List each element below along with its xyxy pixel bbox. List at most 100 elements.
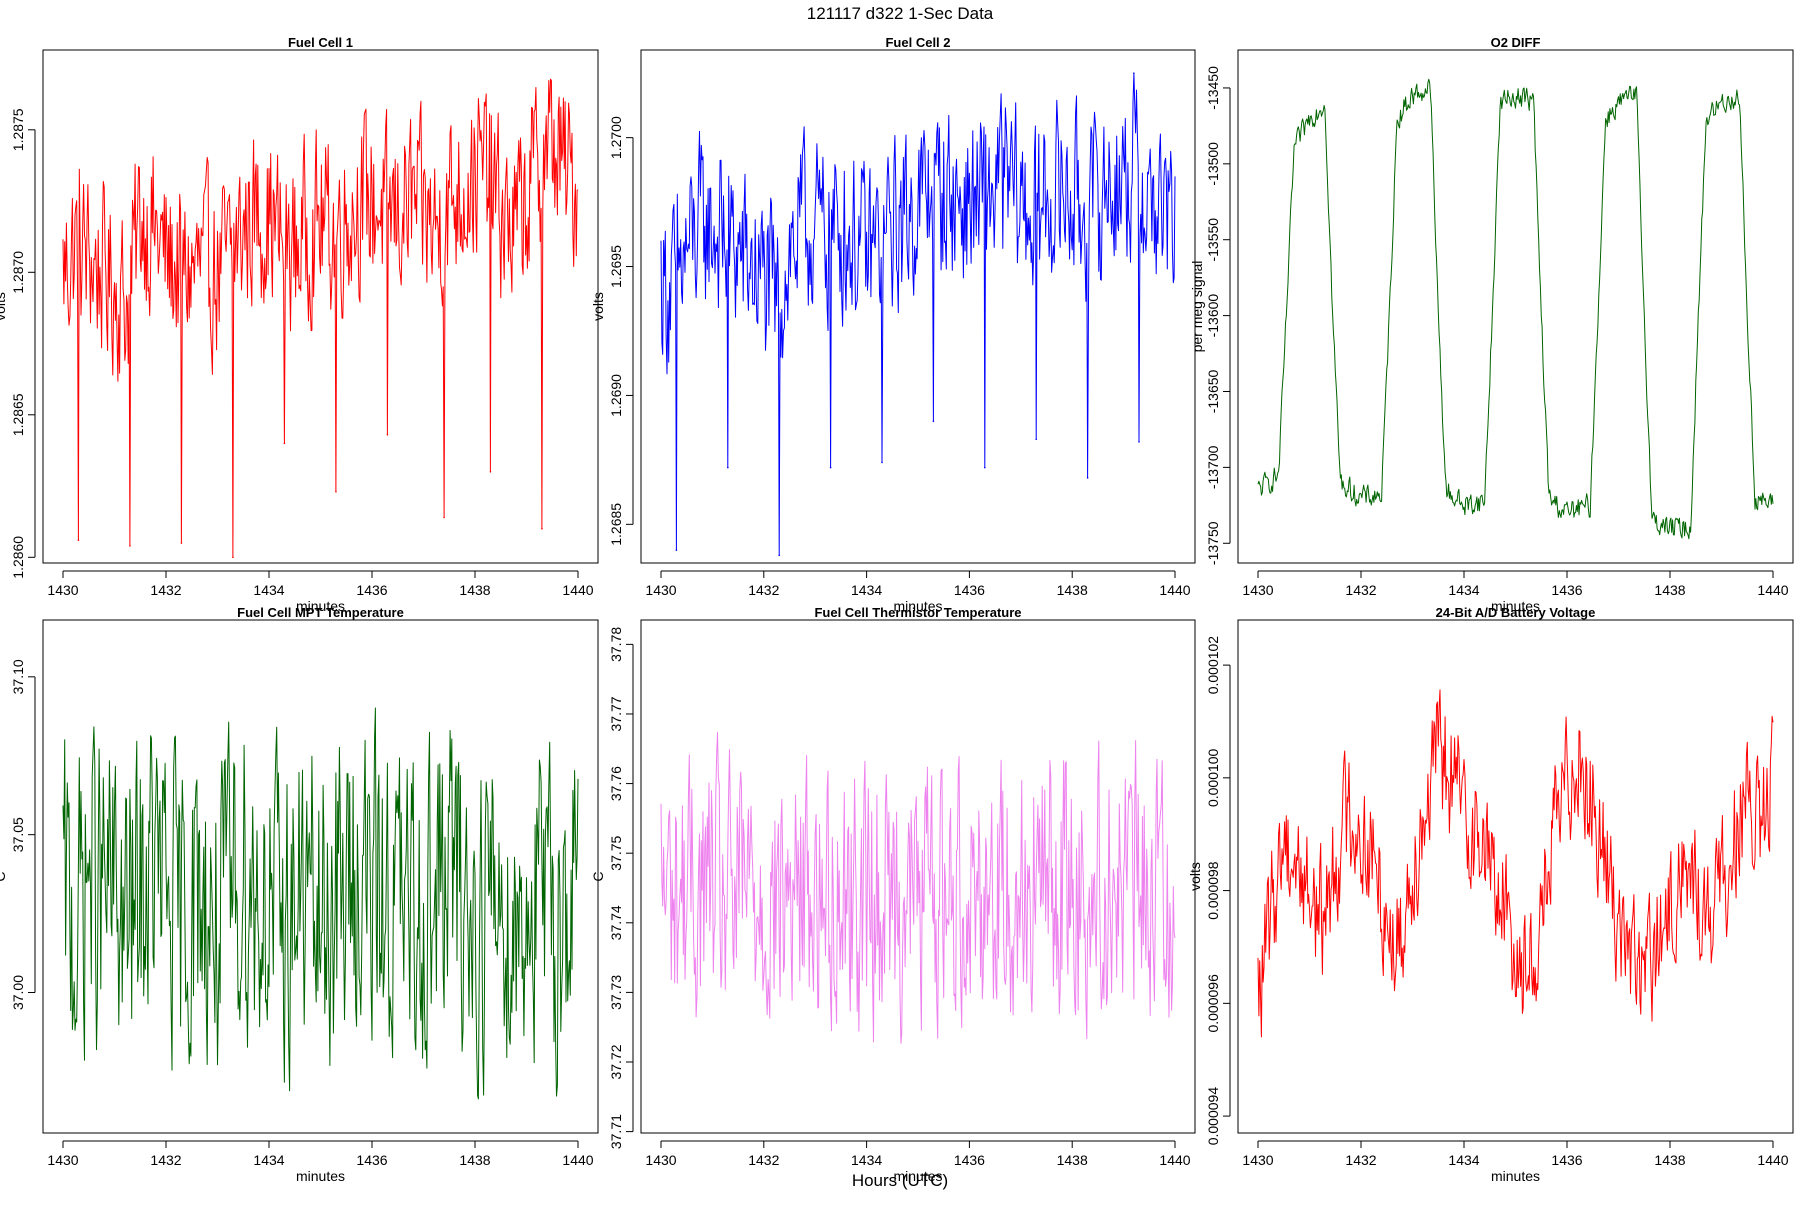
y-tick-label: 37.76 xyxy=(608,766,624,801)
figure-footer-label: Hours (UTC) xyxy=(852,1171,948,1190)
y-tick-label: 0.000094 xyxy=(1205,1087,1221,1146)
y-tick-label: 1.2860 xyxy=(10,536,26,579)
x-tick-label: 1430 xyxy=(47,1152,78,1168)
spike-point xyxy=(232,556,234,559)
x-tick-label: 1436 xyxy=(356,1152,387,1168)
y-tick-label: -13600 xyxy=(1205,294,1221,338)
x-tick-label: 1436 xyxy=(1551,582,1582,598)
y-tick-label: 1.2870 xyxy=(10,251,26,294)
x-axis-label: minutes xyxy=(1491,598,1540,614)
panel-grid: Fuel Cell 1 1430 1432 1434 1436 1438 1440 minut… xyxy=(0,35,1794,1184)
x-tick-label: 1432 xyxy=(1345,582,1376,598)
spike-point xyxy=(1035,438,1038,441)
plot-frame xyxy=(640,49,1196,564)
y-tick-label: 37.74 xyxy=(608,905,624,940)
x-tick-label: 1436 xyxy=(954,1152,985,1168)
x-tick-label: 1440 xyxy=(1757,1152,1788,1168)
x-tick-label: 1438 xyxy=(1654,582,1685,598)
x-axis: 1430 1432 1434 1436 1438 1440 xyxy=(645,570,1191,598)
y-tick-label: 1.2690 xyxy=(608,374,624,417)
x-tick-label: 1430 xyxy=(645,582,676,598)
spike-point xyxy=(984,466,986,469)
panel-5: Fuel Cell Thermistor Temperature 1430 1432… xyxy=(590,605,1196,1184)
x-tick-label: 1438 xyxy=(459,1152,490,1168)
y-tick-label: -13450 xyxy=(1205,66,1221,110)
y-tick-label: 1.2685 xyxy=(608,503,624,546)
x-axis: 1430 1432 1434 1436 1438 1440 xyxy=(47,1140,594,1168)
y-axis: 37.71 37.72 37.73 37.74 37.75 37.76 37.77 37.78 xyxy=(608,627,634,1149)
y-tick-label: 37.73 xyxy=(608,975,624,1010)
y-tick-label: 37.05 xyxy=(10,817,26,852)
panel-title: 24-Bit A/D Battery Voltage xyxy=(1436,605,1596,620)
x-tick-label: 1440 xyxy=(1159,582,1190,598)
series-line xyxy=(660,732,1176,1044)
spike-point xyxy=(541,528,543,530)
spike-point xyxy=(727,466,729,469)
spike-point xyxy=(489,471,492,473)
y-axis: -13750 -13700 -13650 -13600 -13550 -13500 -134… xyxy=(1205,66,1231,565)
y-axis: 0.000094 0.000096 0.000098 0.000100 0.000102 xyxy=(1205,636,1231,1146)
series-line xyxy=(660,72,1176,556)
y-tick-label: 37.00 xyxy=(10,975,26,1010)
x-tick-label: 1430 xyxy=(645,1152,676,1168)
spike-point xyxy=(675,549,678,551)
y-tick-label: 1.2695 xyxy=(608,245,624,288)
panel-title: Fuel Cell MPT Temperature xyxy=(237,605,404,620)
series-line xyxy=(62,78,579,558)
plot-frame xyxy=(42,49,599,564)
spike-point xyxy=(77,539,80,541)
y-axis: 37.00 37.05 37.10 xyxy=(10,659,36,1010)
x-tick-label: 1434 xyxy=(253,582,284,598)
x-tick-label: 1440 xyxy=(1159,1152,1190,1168)
x-tick-label: 1436 xyxy=(356,582,387,598)
spike-point xyxy=(829,466,832,469)
spike-point xyxy=(386,433,389,436)
spike-point xyxy=(283,442,286,445)
spike-point xyxy=(180,542,183,544)
series-line xyxy=(62,707,579,1100)
x-axis-label: minutes xyxy=(296,1168,345,1184)
y-tick-label: 37.10 xyxy=(10,659,26,694)
plot-frame xyxy=(640,619,1196,1134)
y-axis-label: volts xyxy=(590,292,606,321)
x-tick-label: 1430 xyxy=(47,582,78,598)
x-tick-label: 1438 xyxy=(1057,582,1088,598)
panel-1: Fuel Cell 1 1430 1432 1434 1436 1438 1440 minut… xyxy=(0,35,599,614)
x-tick-label: 1434 xyxy=(1448,582,1479,598)
y-tick-label: 37.72 xyxy=(608,1044,624,1079)
panel-2: Fuel Cell 2 1430 1432 1434 1436 1438 1440 minut… xyxy=(590,35,1196,614)
y-axis-label: C xyxy=(0,871,8,881)
y-tick-label: 37.78 xyxy=(608,627,624,662)
panel-title: Fuel Cell Thermistor Temperature xyxy=(814,605,1021,620)
spike-point xyxy=(932,420,935,423)
plot-frame xyxy=(1237,619,1794,1134)
x-axis-label: minutes xyxy=(893,1168,942,1184)
x-tick-label: 1440 xyxy=(562,1152,593,1168)
y-axis-label: volts xyxy=(1187,862,1203,891)
panel-title: Fuel Cell 1 xyxy=(288,35,353,50)
panel-title: O2 DIFF xyxy=(1491,35,1541,50)
x-tick-label: 1432 xyxy=(748,1152,779,1168)
x-axis: 1430 1432 1434 1436 1438 1440 xyxy=(47,570,594,598)
spike-point xyxy=(881,461,883,464)
plot-frame xyxy=(42,619,599,1134)
x-tick-label: 1438 xyxy=(1057,1152,1088,1168)
x-axis: 1430 1432 1434 1436 1438 1440 xyxy=(645,1140,1191,1168)
spike-point xyxy=(778,554,781,557)
x-tick-label: 1438 xyxy=(459,582,490,598)
y-tick-label: -13700 xyxy=(1205,445,1221,489)
x-tick-label: 1440 xyxy=(562,582,593,598)
x-tick-label: 1440 xyxy=(1757,582,1788,598)
y-axis-label: per meg signal xyxy=(1189,261,1205,353)
y-tick-label: 1.2865 xyxy=(10,393,26,436)
y-tick-label: -13750 xyxy=(1205,521,1221,565)
panel-3: O2 DIFF 1430 1432 1434 1436 1438 1440 minutes -1… xyxy=(1189,35,1794,614)
x-tick-label: 1436 xyxy=(954,582,985,598)
y-tick-label: 1.2875 xyxy=(10,108,26,151)
figure-title: 121117 d322 1-Sec Data xyxy=(807,4,994,23)
y-tick-label: -13550 xyxy=(1205,218,1221,262)
